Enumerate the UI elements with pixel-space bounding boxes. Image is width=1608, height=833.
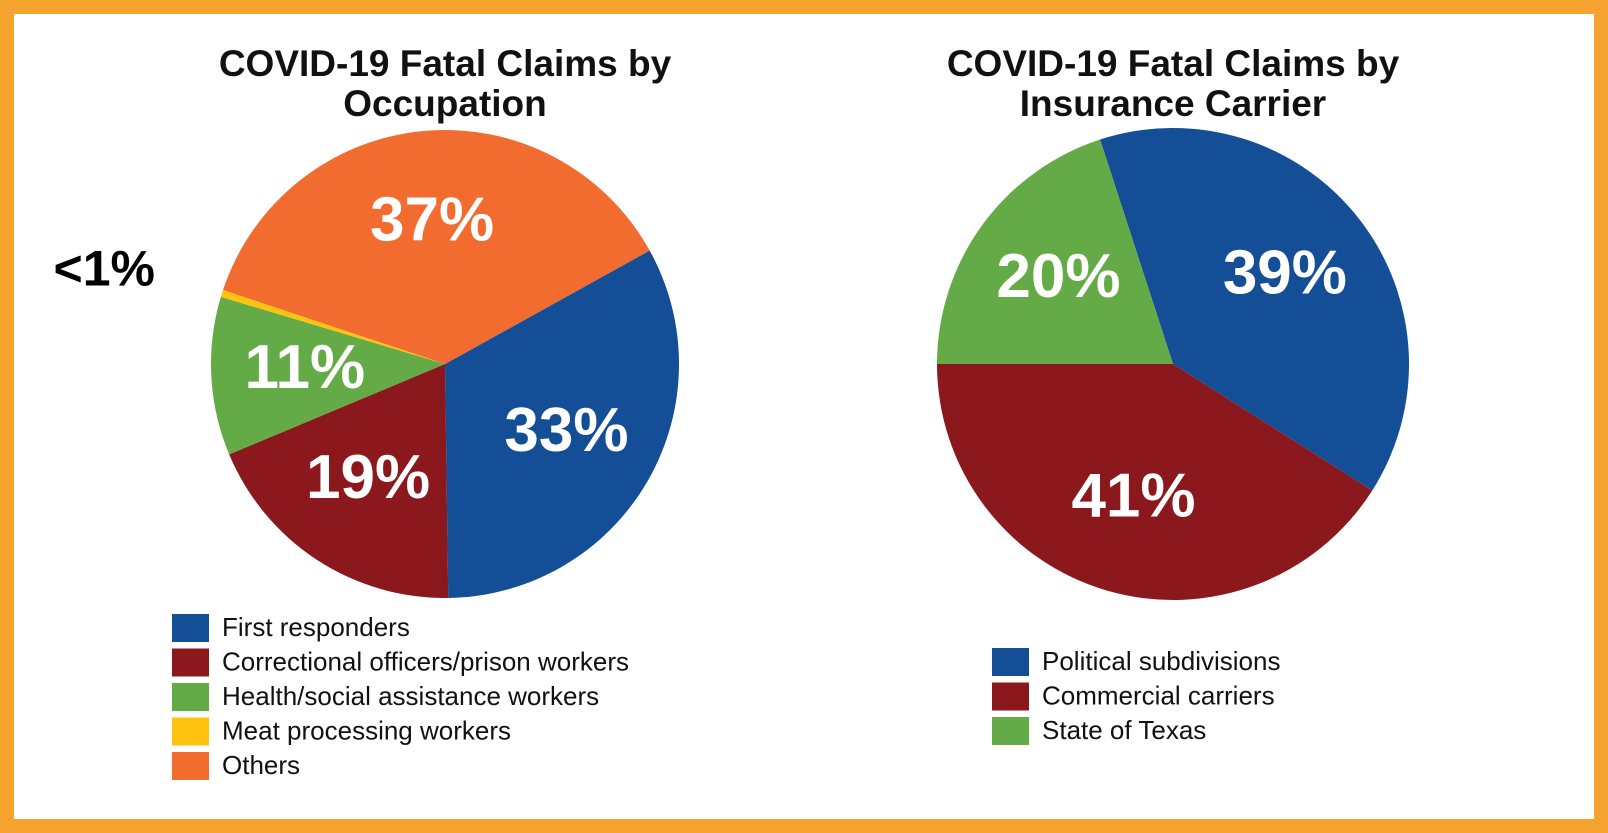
chart-title: COVID-19 Fatal Claims by Occupation [218,43,672,124]
legend-swatch [172,614,209,642]
legend-label: First responders [222,612,410,642]
pie-slice [1100,128,1409,491]
legend-swatch [992,648,1029,676]
data-label: 41% [1071,461,1195,530]
pie-slice [220,289,445,364]
legend-swatch [172,648,209,677]
legend-label: Commercial carriers [1042,680,1275,710]
data-label: <1% [54,240,155,296]
legend-label: Health/social assistance workers [222,681,599,711]
data-label: 37% [370,186,494,255]
pie-slice [937,364,1373,600]
legend-label: Political subdivisions [1042,646,1280,676]
legend-swatch [172,717,209,746]
legend-label: Meat processing workers [222,715,511,745]
pie-slice [445,250,680,598]
legend-label: Others [222,750,300,780]
pie-slice [229,364,449,599]
legend-swatch [172,752,209,780]
pie-slice [211,296,445,455]
legend-swatch [992,682,1029,711]
legend-label: State of Texas [1042,715,1206,745]
data-label: 33% [504,396,628,465]
pie-slice [223,129,650,364]
data-label: 20% [996,242,1120,311]
data-label: 19% [306,443,430,512]
pie-slice [937,139,1173,364]
legend-swatch [992,717,1029,745]
chart-title: COVID-19 Fatal Claims by Insurance Carri… [946,43,1400,124]
legend-label: Correctional officers/prison workers [222,646,629,676]
data-label: 11% [244,333,365,402]
legend-swatch [172,683,209,711]
data-label: 39% [1223,239,1347,308]
